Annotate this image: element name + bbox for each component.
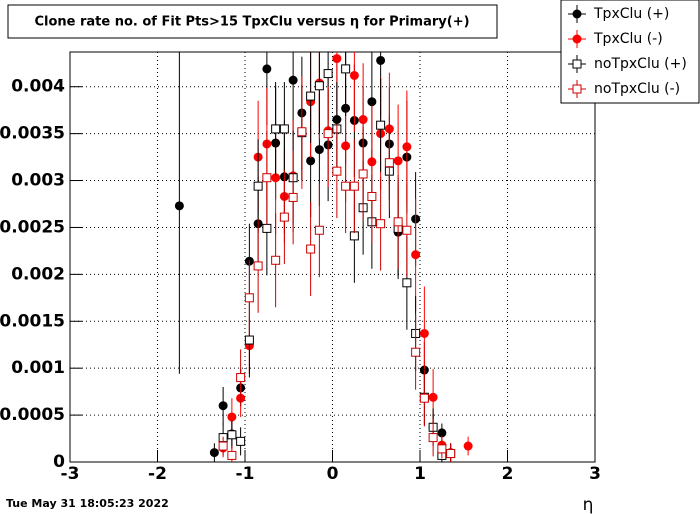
- y-tick-label: 0.003: [11, 171, 65, 191]
- x-tick-label: 2: [502, 464, 514, 484]
- marker: [349, 70, 359, 80]
- x-tick-label: 3: [589, 464, 601, 484]
- legend-label: noTpxClu (-): [594, 81, 680, 97]
- marker: [227, 450, 237, 460]
- x-tick-label: 0: [327, 464, 339, 484]
- marker: [306, 91, 316, 101]
- y-tick-label: 0.0015: [0, 311, 65, 331]
- marker: [402, 142, 412, 152]
- marker: [297, 127, 307, 137]
- marker: [358, 115, 368, 125]
- marker: [271, 255, 281, 265]
- marker: [253, 261, 263, 271]
- marker: [358, 169, 368, 179]
- marker: [288, 192, 298, 202]
- marker: [253, 181, 263, 191]
- marker: [288, 75, 298, 85]
- x-tick-label: -2: [148, 464, 167, 484]
- marker: [236, 373, 246, 383]
- legend-label: TpxClu (-): [593, 31, 663, 47]
- legend-label: TpxClu (+): [593, 6, 669, 22]
- marker: [428, 433, 438, 443]
- marker: [367, 191, 377, 201]
- marker: [437, 444, 447, 454]
- marker: [341, 181, 351, 191]
- marker: [367, 97, 377, 107]
- title-box: [7, 4, 498, 39]
- marker: [349, 181, 359, 191]
- marker: [402, 225, 412, 235]
- marker: [218, 441, 228, 451]
- marker: [323, 129, 333, 139]
- marker: [262, 223, 272, 233]
- marker: [218, 401, 228, 411]
- marker: [279, 212, 289, 222]
- legend-label: noTpxClu (+): [594, 56, 687, 72]
- marker: [332, 166, 342, 176]
- legend-marker: [572, 59, 582, 69]
- marker: [463, 441, 473, 451]
- marker: [174, 201, 184, 211]
- legend-marker: [572, 9, 582, 19]
- marker: [446, 449, 456, 459]
- marker: [271, 124, 281, 134]
- marker: [411, 250, 421, 260]
- marker: [209, 448, 219, 458]
- marker: [279, 124, 289, 134]
- marker: [332, 54, 342, 64]
- marker: [376, 120, 386, 130]
- y-tick-label: 0: [53, 452, 65, 472]
- legend-box: [560, 0, 700, 104]
- marker: [314, 145, 324, 155]
- marker: [306, 244, 316, 254]
- marker: [402, 278, 412, 288]
- x-tick-label: -1: [236, 464, 255, 484]
- marker: [323, 69, 333, 79]
- y-tick-label: 0.001: [11, 358, 65, 378]
- marker: [393, 156, 403, 166]
- marker: [341, 64, 351, 74]
- marker: [314, 81, 324, 91]
- x-tick-label: -3: [61, 464, 80, 484]
- timestamp: Tue May 31 18:05:23 2022: [6, 497, 169, 510]
- y-tick-label: 0.0005: [0, 405, 65, 425]
- marker: [393, 217, 403, 227]
- marker: [227, 412, 237, 422]
- marker: [349, 231, 359, 241]
- legend-marker: [572, 34, 582, 44]
- marker: [384, 158, 394, 168]
- marker: [227, 430, 237, 440]
- marker: [437, 428, 447, 438]
- y-tick-label: 0.002: [11, 264, 65, 284]
- marker: [244, 335, 254, 345]
- marker: [376, 55, 386, 65]
- y-tick-label: 0.0025: [0, 217, 65, 237]
- marker: [411, 347, 421, 357]
- marker: [419, 328, 429, 338]
- marker: [262, 64, 272, 74]
- marker: [262, 173, 272, 183]
- marker: [376, 219, 386, 229]
- marker: [428, 392, 438, 402]
- y-tick-label: 0.004: [11, 77, 65, 97]
- marker: [244, 293, 254, 303]
- x-tick-label: 1: [414, 464, 426, 484]
- marker: [236, 436, 246, 446]
- marker: [306, 156, 316, 166]
- x-axis-label: η: [583, 495, 594, 514]
- legend-marker: [572, 84, 582, 94]
- marker: [419, 393, 429, 403]
- y-tick-label: 0.0035: [0, 124, 65, 144]
- marker: [314, 225, 324, 235]
- chart-title: Clone rate no. of Fit Pts>15 TpxClu vers…: [34, 15, 469, 30]
